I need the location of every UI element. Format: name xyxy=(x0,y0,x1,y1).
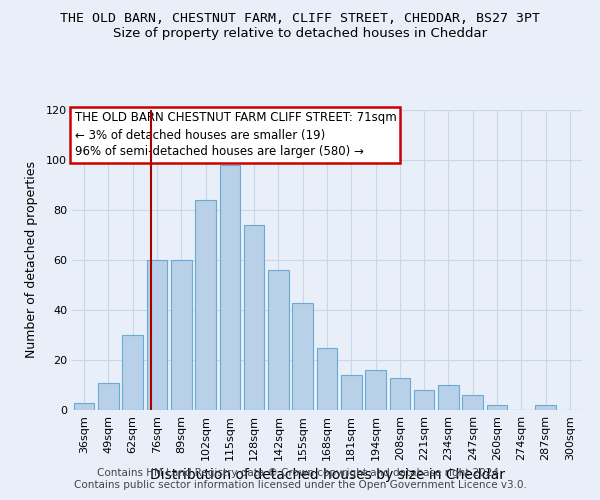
Bar xyxy=(171,260,191,410)
Bar xyxy=(414,390,434,410)
Bar xyxy=(463,395,483,410)
Bar xyxy=(98,382,119,410)
Bar xyxy=(317,348,337,410)
Bar xyxy=(438,385,459,410)
Bar xyxy=(74,402,94,410)
Bar xyxy=(341,375,362,410)
Text: THE OLD BARN CHESTNUT FARM CLIFF STREET: 71sqm
← 3% of detached houses are small: THE OLD BARN CHESTNUT FARM CLIFF STREET:… xyxy=(74,112,397,158)
Bar xyxy=(487,405,508,410)
Bar xyxy=(220,165,240,410)
Text: THE OLD BARN, CHESTNUT FARM, CLIFF STREET, CHEDDAR, BS27 3PT: THE OLD BARN, CHESTNUT FARM, CLIFF STREE… xyxy=(60,12,540,26)
Bar xyxy=(365,370,386,410)
Bar xyxy=(268,270,289,410)
Text: Size of property relative to detached houses in Cheddar: Size of property relative to detached ho… xyxy=(113,28,487,40)
Bar xyxy=(195,200,216,410)
X-axis label: Distribution of detached houses by size in Cheddar: Distribution of detached houses by size … xyxy=(149,468,505,482)
Text: Contains HM Land Registry data © Crown copyright and database right 2024.
Contai: Contains HM Land Registry data © Crown c… xyxy=(74,468,526,490)
Bar xyxy=(122,335,143,410)
Bar xyxy=(389,378,410,410)
Bar xyxy=(146,260,167,410)
Y-axis label: Number of detached properties: Number of detached properties xyxy=(25,162,38,358)
Bar xyxy=(535,405,556,410)
Bar xyxy=(244,225,265,410)
Bar xyxy=(292,302,313,410)
